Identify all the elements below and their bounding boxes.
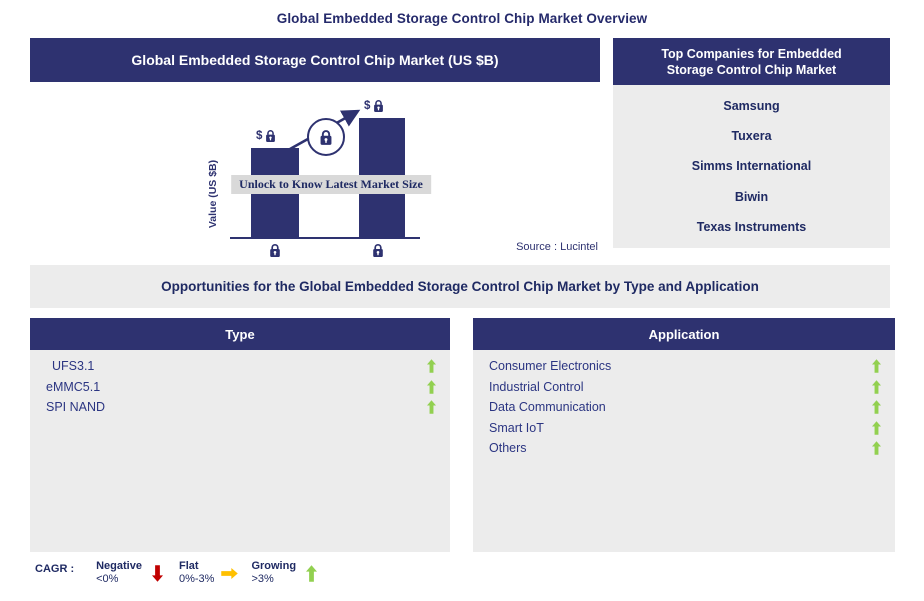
opportunities-banner: Opportunities for the Global Embedded St… — [30, 265, 890, 308]
list-item-label: Smart IoT — [489, 420, 544, 435]
cagr-category-range: <0% — [96, 573, 119, 585]
list-item: UFS3.1 — [30, 356, 450, 377]
list-item-label: Data Communication — [489, 400, 606, 415]
application-panel-title: Application — [648, 326, 720, 342]
x-axis-lock-forecast — [372, 243, 384, 263]
company-name: Texas Instruments — [696, 219, 807, 234]
cagr-category-name: Growing — [251, 560, 297, 572]
top-companies-header: Top Companies for Embedded Storage Contr… — [613, 38, 890, 85]
list-item: Others — [473, 438, 895, 459]
lock-icon — [373, 244, 383, 257]
growing-up-arrow-icon — [427, 400, 436, 414]
market-size-panel-title: Global Embedded Storage Control Chip Mar… — [131, 52, 499, 68]
market-size-panel: Global Embedded Storage Control Chip Mar… — [30, 38, 600, 258]
growing-up-arrow-icon — [872, 400, 881, 414]
list-item: Consumer Electronics — [473, 356, 895, 377]
cagr-legend-label: CAGR : — [35, 563, 75, 575]
bar-value-locked-forecast: $ — [364, 99, 384, 113]
list-item: Industrial Control — [473, 377, 895, 398]
market-size-panel-header: Global Embedded Storage Control Chip Mar… — [30, 38, 600, 82]
growing-up-arrow-icon — [427, 380, 436, 394]
page-title: Global Embedded Storage Control Chip Mar… — [276, 11, 648, 26]
type-panel-header: Type — [30, 318, 450, 350]
company-name: Biwin — [734, 189, 769, 204]
dollar-sign: $ — [364, 100, 371, 112]
dollar-sign: $ — [256, 130, 263, 142]
company-list: Samsung Tuxera Simms International Biwin Tex… — [613, 85, 890, 248]
list-item-label: SPI NAND — [46, 400, 106, 415]
chart-x-axis — [230, 237, 420, 239]
list-item-label: UFS3.1 — [52, 359, 95, 374]
market-size-chart: Value (US $B) $ $ — [30, 82, 600, 258]
flat-right-arrow-icon — [221, 567, 239, 579]
bar-value-locked-current: $ — [256, 129, 276, 143]
application-panel: Application Consumer Electronics Industr… — [473, 318, 895, 552]
type-list: UFS3.1 eMMC5.1 SPI NAND — [30, 350, 450, 552]
company-name: Tuxera — [731, 129, 772, 144]
company-name: Simms International — [691, 159, 812, 174]
list-item: eMMC5.1 — [30, 377, 450, 398]
growing-up-arrow-icon — [306, 564, 318, 582]
lock-icon — [270, 244, 280, 257]
chart-y-axis-label: Value (US $B) — [207, 159, 219, 229]
list-item-label: Others — [489, 441, 527, 456]
cagr-legend: CAGR : Negative <0% Flat 0%-3% Growing >… — [35, 560, 333, 586]
list-item-label: eMMC5.1 — [46, 379, 101, 394]
cagr-legend-entry: Flat 0%-3% — [179, 560, 251, 586]
locked-growth-badge — [307, 118, 345, 156]
growing-up-arrow-icon — [427, 359, 436, 373]
lock-icon — [266, 130, 276, 142]
x-axis-lock-current — [269, 243, 281, 263]
growing-up-arrow-icon — [872, 359, 881, 373]
list-item: Smart IoT — [473, 418, 895, 439]
growing-up-arrow-icon — [872, 441, 881, 455]
list-item-label: Consumer Electronics — [489, 359, 612, 374]
cagr-legend-entries: Negative <0% Flat 0%-3% Growing >3% — [96, 560, 333, 586]
company-name: Samsung — [723, 99, 780, 114]
list-item-label: Industrial Control — [489, 379, 584, 394]
list-item: SPI NAND — [30, 397, 450, 418]
application-panel-header: Application — [473, 318, 895, 350]
lock-icon — [374, 100, 384, 112]
trend-arrow — [289, 109, 361, 151]
top-companies-title-line1: Top Companies for Embedded — [661, 46, 842, 61]
type-panel-title: Type — [225, 326, 255, 342]
lock-icon — [320, 129, 332, 145]
cagr-category-name: Negative — [96, 560, 142, 572]
growing-up-arrow-icon — [872, 380, 881, 394]
unlock-ribbon: Unlock to Know Latest Market Size — [231, 175, 431, 194]
application-list: Consumer Electronics Industrial Control … — [473, 350, 895, 552]
type-panel: Type UFS3.1 eMMC5.1 SPI NAND — [30, 318, 450, 552]
cagr-category-range: >3% — [251, 573, 274, 585]
cagr-category-name: Flat — [178, 560, 199, 572]
source-credit: Source : Lucintel — [516, 241, 598, 253]
negative-down-arrow-icon — [151, 564, 163, 582]
list-item: Data Communication — [473, 397, 895, 418]
cagr-category-range: 0%-3% — [178, 573, 215, 585]
cagr-legend-entry: Negative <0% — [96, 560, 179, 586]
top-companies-title-line2: Storage Control Chip Market — [666, 62, 837, 77]
top-companies-panel: Top Companies for Embedded Storage Contr… — [613, 38, 890, 248]
cagr-legend-entry: Growing >3% — [251, 560, 333, 586]
growing-up-arrow-icon — [872, 421, 881, 435]
